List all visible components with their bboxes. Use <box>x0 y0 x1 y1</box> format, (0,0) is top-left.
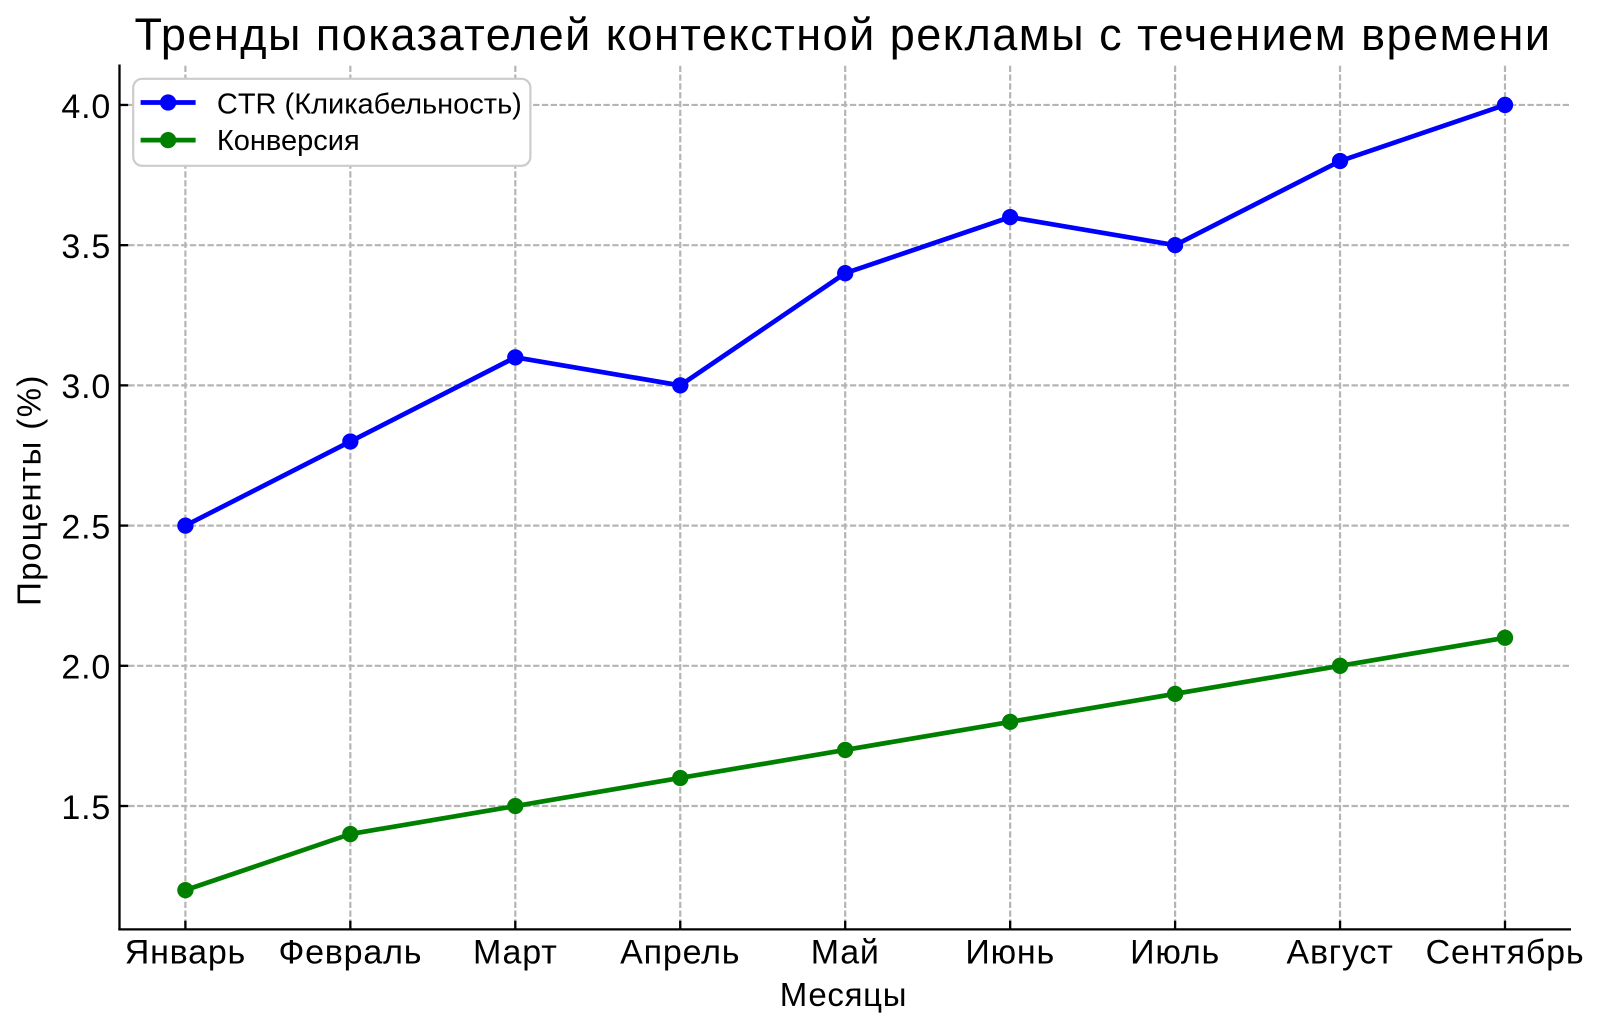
svg-text:1.5: 1.5 <box>61 789 111 827</box>
svg-text:Май: Май <box>811 933 880 971</box>
svg-text:Сентябрь: Сентябрь <box>1426 933 1585 971</box>
svg-text:CTR (Кликабельность): CTR (Кликабельность) <box>217 89 522 121</box>
svg-text:3.5: 3.5 <box>61 228 111 266</box>
svg-text:Февраль: Февраль <box>278 933 422 971</box>
svg-text:3.0: 3.0 <box>61 368 111 406</box>
svg-text:Месяцы: Месяцы <box>780 976 907 1013</box>
svg-text:Конверсия: Конверсия <box>217 125 360 157</box>
svg-text:Апрель: Апрель <box>620 933 740 971</box>
svg-text:Проценты (%): Проценты (%) <box>11 374 48 606</box>
svg-text:Август: Август <box>1286 933 1393 971</box>
svg-text:Январь: Январь <box>125 933 246 971</box>
svg-text:4.0: 4.0 <box>61 88 111 126</box>
svg-text:Июнь: Июнь <box>965 933 1055 971</box>
svg-text:Июль: Июль <box>1130 933 1220 971</box>
svg-text:2.0: 2.0 <box>61 649 111 687</box>
svg-text:Март: Март <box>473 933 558 971</box>
svg-text:Тренды показателей контекстной: Тренды показателей контекстной рекламы с… <box>134 9 1551 60</box>
svg-text:2.5: 2.5 <box>61 508 111 546</box>
